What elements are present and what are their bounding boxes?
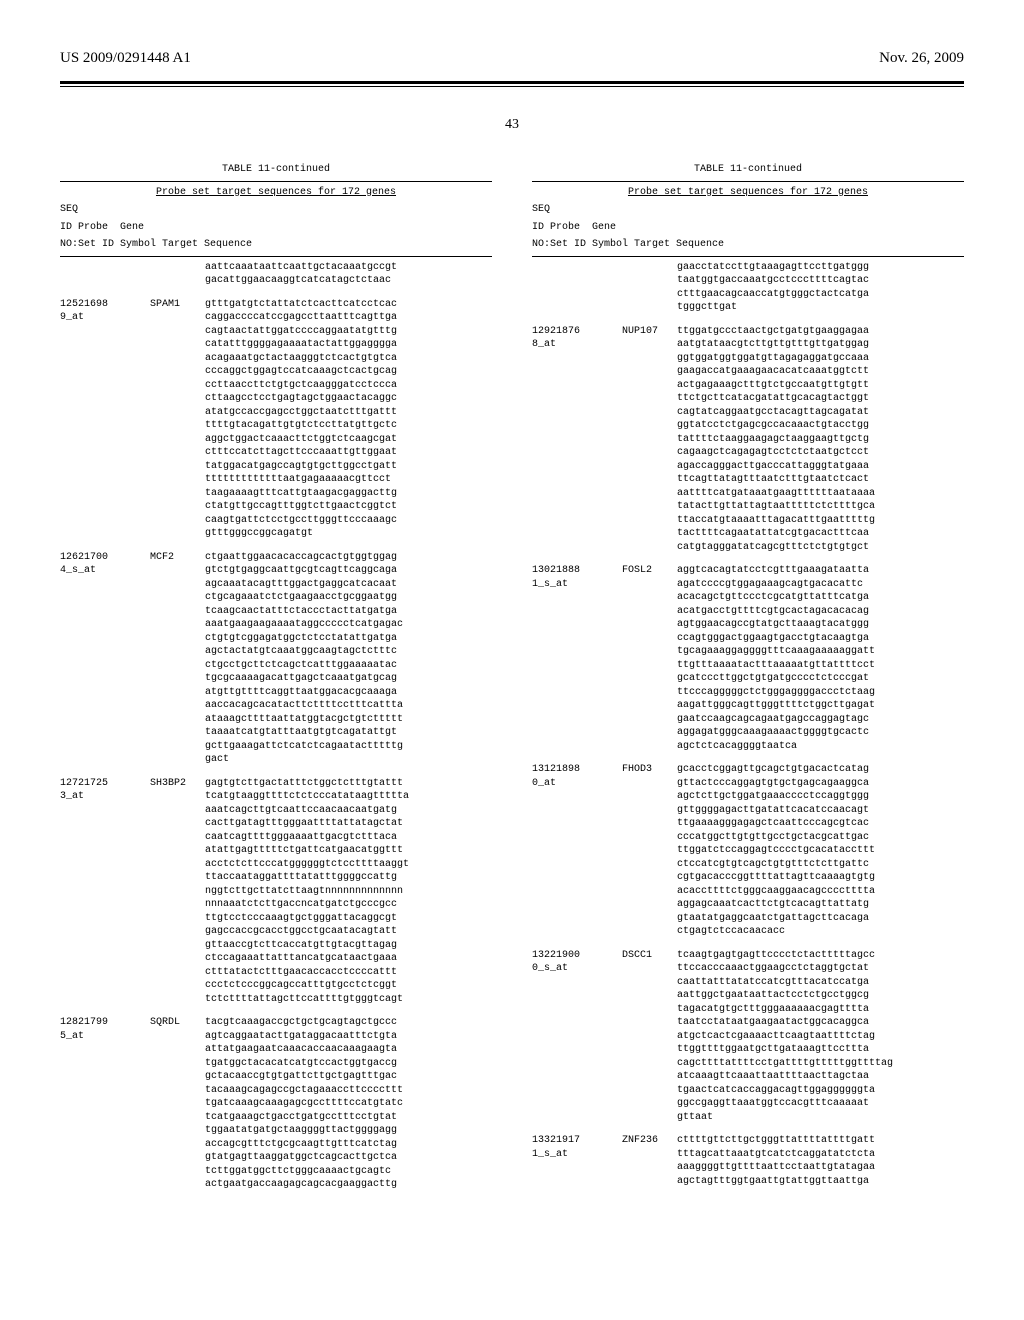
table-rule [532,256,964,257]
table-row: 13321917 1_s_at ZNF236 cttttgttcttgctggg… [532,1134,964,1188]
probe-id: 12521698 9_at [60,298,150,541]
table-row: 12921876 8_at NUP107 ttggatgccctaactgctg… [532,325,964,555]
publication-date: Nov. 26, 2009 [879,50,964,67]
sequence-text: ttggatgccctaactgctgatgtgaaggagaa aatgtat… [677,325,964,555]
probe-id: 12821799 5_at [60,1016,150,1192]
col-header-2: ID Probe Gene [532,221,964,235]
gene-symbol: DSCC1 [622,949,677,1125]
left-column: TABLE 11-continued Probe set target sequ… [60,163,492,1202]
table-row: 12721725 3_at SH3BP2 gagtgtcttgactatttct… [60,777,492,1007]
probe-id: 13121898 0_at [532,763,622,939]
table-rule [60,181,492,182]
sequence-continuation: aattcaaataattcaattgctacaaatgccgt gacattg… [60,261,492,288]
table-row: 13221900 0_s_at DSCC1 tcaagtgagtgagttccc… [532,949,964,1125]
probe-id: 13321917 1_s_at [532,1134,622,1188]
probe-id: 12921876 8_at [532,325,622,555]
gene-symbol: ZNF236 [622,1134,677,1188]
table-subtitle: Probe set target sequences for 172 genes [532,186,964,200]
right-column: TABLE 11-continued Probe set target sequ… [532,163,964,1202]
sequence-text: aggtcacagtatcctcgtttgaaagataatta agatccc… [677,564,964,753]
table-subtitle: Probe set target sequences for 172 genes [60,186,492,200]
table-row: 13021888 1_s_at FOSL2 aggtcacagtatcctcgt… [532,564,964,753]
gene-symbol: NUP107 [622,325,677,555]
gene-symbol: SQRDL [150,1016,205,1192]
content-columns: TABLE 11-continued Probe set target sequ… [60,163,964,1202]
sequence-text: tacgtcaaagaccgctgctgcagtagctgccc agtcagg… [205,1016,492,1192]
table-row: 13121898 0_at FHOD3 gcacctcggagttgcagctg… [532,763,964,939]
table-rule [60,256,492,257]
page-number: 43 [60,117,964,133]
sequence-continuation: gaacctatccttgtaaagagttccttgatggg taatggt… [532,261,964,315]
sequence-text: gagtgtcttgactatttctggctctttgtattt tcatgt… [205,777,492,1007]
table-rule [532,181,964,182]
col-header-2: ID Probe Gene [60,221,492,235]
probe-id: 12621700 4_s_at [60,551,150,767]
sequence-text: tcaagtgagtgagttcccctctactttttagcc ttccac… [677,949,964,1125]
table-title: TABLE 11-continued [60,163,492,177]
col-header-3: NO:Set ID Symbol Target Sequence [60,238,492,252]
gene-symbol: SH3BP2 [150,777,205,1007]
sequence-text: gcacctcggagttgcagctgtgacactcatag gttactc… [677,763,964,939]
gene-symbol: FHOD3 [622,763,677,939]
table-title: TABLE 11-continued [532,163,964,177]
sequence-text: gaacctatccttgtaaagagttccttgatggg taatggt… [677,261,964,315]
header-rule-thick [60,81,964,84]
col-header-3: NO:Set ID Symbol Target Sequence [532,238,964,252]
table-row: 12521698 9_at SPAM1 gtttgatgtctattatctca… [60,298,492,541]
probe-id: 12721725 3_at [60,777,150,1007]
table-row: 12621700 4_s_at MCF2 ctgaattggaacacaccag… [60,551,492,767]
header-rule-thin [60,86,964,87]
gene-symbol: SPAM1 [150,298,205,541]
publication-number: US 2009/0291448 A1 [60,50,191,67]
sequence-text: gtttgatgtctattatctcacttcatcctcac caggacc… [205,298,492,541]
sequence-text: aattcaaataattcaattgctacaaatgccgt gacattg… [205,261,492,288]
sequence-text: ctgaattggaacacaccagcactgtggtggag gtctgtg… [205,551,492,767]
probe-id: 13021888 1_s_at [532,564,622,753]
gene-symbol: MCF2 [150,551,205,767]
table-row: 12821799 5_at SQRDL tacgtcaaagaccgctgctg… [60,1016,492,1192]
gene-symbol: FOSL2 [622,564,677,753]
probe-id: 13221900 0_s_at [532,949,622,1125]
col-header-1: SEQ [60,203,492,217]
col-header-1: SEQ [532,203,964,217]
page-header: US 2009/0291448 A1 Nov. 26, 2009 [60,50,964,75]
sequence-text: cttttgttcttgctgggttattttattttgatt tttagc… [677,1134,964,1188]
